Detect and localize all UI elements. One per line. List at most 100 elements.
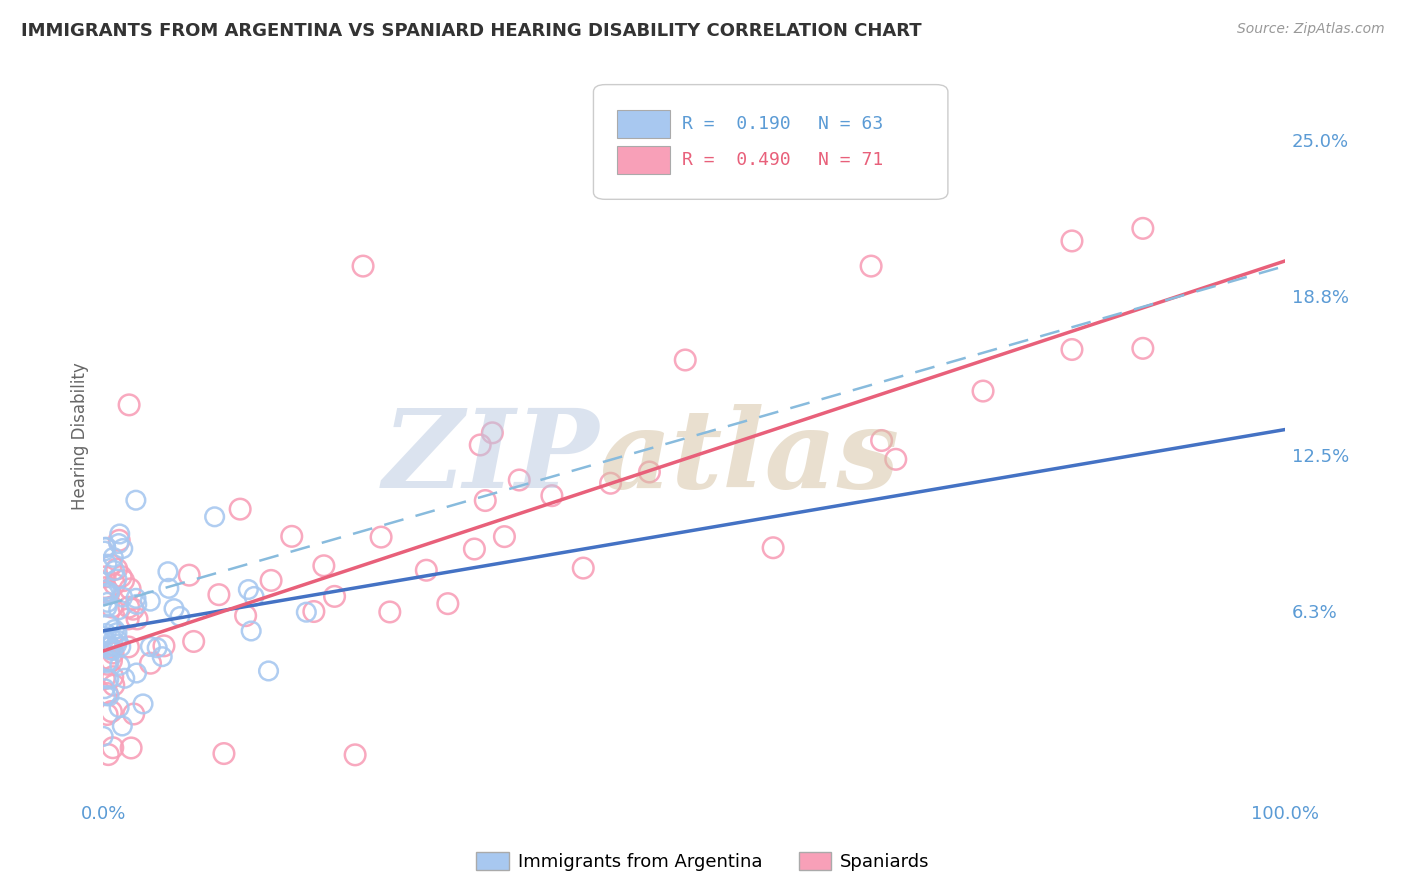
Point — [96, 626, 118, 640]
Text: atlas: atlas — [599, 404, 900, 511]
Point — [94, 541, 117, 555]
Text: ZIP: ZIP — [382, 404, 599, 511]
Point — [139, 657, 162, 671]
Point — [97, 672, 120, 686]
Point — [183, 634, 205, 648]
Point — [108, 527, 131, 541]
Point — [415, 563, 437, 577]
Point — [302, 605, 325, 619]
Point — [139, 594, 162, 608]
Point — [125, 493, 148, 508]
Point — [150, 649, 173, 664]
Point — [97, 586, 120, 600]
Point — [93, 544, 115, 558]
Point — [463, 541, 485, 556]
Point — [93, 582, 115, 597]
Point — [96, 557, 118, 571]
FancyBboxPatch shape — [617, 110, 671, 138]
Point — [111, 719, 134, 733]
Point — [323, 590, 346, 604]
Point — [125, 612, 148, 626]
Point — [157, 582, 180, 596]
Point — [117, 612, 139, 626]
Point — [96, 686, 118, 700]
Point — [91, 730, 114, 744]
Point — [104, 577, 127, 591]
Point — [370, 530, 392, 544]
Point — [100, 558, 122, 573]
Point — [494, 530, 516, 544]
Point — [111, 541, 134, 556]
Point — [101, 670, 124, 684]
Point — [105, 572, 128, 586]
Point — [884, 452, 907, 467]
Point — [105, 637, 128, 651]
Point — [281, 529, 304, 543]
FancyBboxPatch shape — [617, 145, 671, 174]
Text: R =  0.190: R = 0.190 — [682, 115, 790, 133]
Point — [132, 697, 155, 711]
Point — [107, 536, 129, 550]
Point — [312, 558, 335, 573]
Point — [105, 562, 128, 576]
Point — [108, 700, 131, 714]
Point — [108, 533, 131, 548]
Point — [103, 623, 125, 637]
Point — [103, 678, 125, 692]
Point — [238, 582, 260, 597]
Point — [146, 640, 169, 655]
Text: N = 63: N = 63 — [818, 115, 883, 133]
Point — [103, 564, 125, 578]
Text: IMMIGRANTS FROM ARGENTINA VS SPANIARD HEARING DISABILITY CORRELATION CHART: IMMIGRANTS FROM ARGENTINA VS SPANIARD HE… — [21, 22, 922, 40]
Point — [94, 540, 117, 554]
Text: R =  0.490: R = 0.490 — [682, 151, 790, 169]
Point — [1060, 234, 1083, 248]
Point — [96, 595, 118, 609]
Point — [97, 640, 120, 654]
Point — [122, 706, 145, 721]
Y-axis label: Hearing Disability: Hearing Disability — [72, 362, 89, 510]
Point — [100, 643, 122, 657]
Point — [240, 624, 263, 638]
Point — [204, 509, 226, 524]
Legend: Immigrants from Argentina, Spaniards: Immigrants from Argentina, Spaniards — [470, 845, 936, 879]
Point — [352, 259, 374, 273]
Point — [229, 502, 252, 516]
Point — [96, 600, 118, 615]
Point — [100, 654, 122, 668]
Point — [599, 476, 621, 491]
Point — [153, 639, 176, 653]
Point — [98, 640, 121, 655]
Point — [208, 588, 231, 602]
Point — [541, 489, 564, 503]
Point — [139, 640, 162, 654]
Point — [96, 657, 118, 672]
Point — [93, 629, 115, 643]
Point — [972, 384, 994, 398]
Point — [118, 600, 141, 615]
Point — [110, 640, 132, 654]
Point — [378, 605, 401, 619]
Point — [117, 640, 139, 654]
Point — [110, 569, 132, 583]
Point — [108, 658, 131, 673]
Point — [96, 583, 118, 598]
Point — [470, 438, 492, 452]
Point — [94, 689, 117, 703]
Point — [572, 561, 595, 575]
Point — [260, 574, 283, 588]
Point — [103, 550, 125, 565]
Point — [673, 353, 696, 368]
Point — [112, 574, 135, 588]
Point — [481, 425, 503, 440]
Point — [101, 600, 124, 615]
Point — [1132, 342, 1154, 356]
Point — [93, 588, 115, 602]
Point — [179, 568, 201, 582]
Point — [344, 747, 367, 762]
Point — [96, 707, 118, 722]
Point — [100, 705, 122, 719]
Point — [156, 565, 179, 579]
Point — [295, 605, 318, 619]
Text: N = 71: N = 71 — [818, 151, 883, 169]
